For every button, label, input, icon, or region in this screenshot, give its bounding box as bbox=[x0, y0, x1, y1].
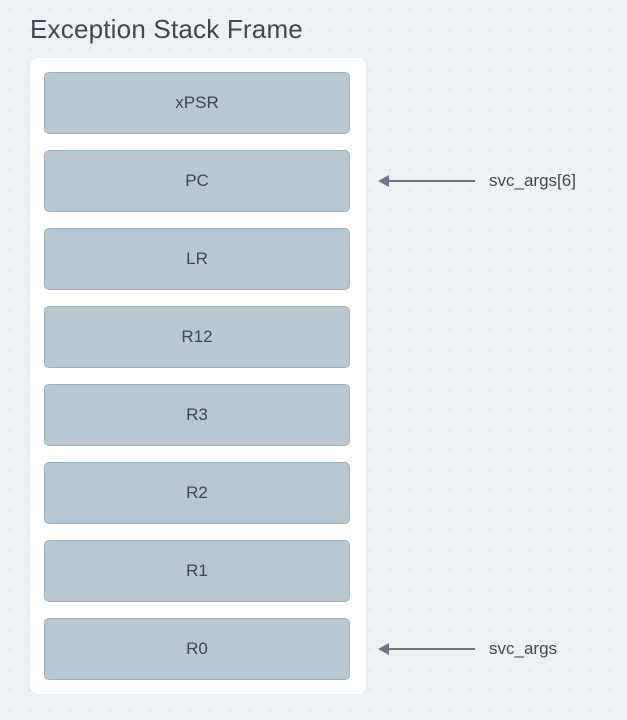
arrow-left-icon bbox=[378, 175, 389, 187]
arrow-line bbox=[389, 180, 475, 182]
stack-cell: PC bbox=[44, 150, 350, 212]
annotation-label: svc_args[6] bbox=[489, 171, 576, 191]
stack-cell: R12 bbox=[44, 306, 350, 368]
stack-cell: LR bbox=[44, 228, 350, 290]
stack-frame-container: xPSR PC LR R12 R3 R2 R1 R0 bbox=[30, 58, 366, 694]
stack-cell: R2 bbox=[44, 462, 350, 524]
stack-cell: xPSR bbox=[44, 72, 350, 134]
annotation-label: svc_args bbox=[489, 639, 557, 659]
stack-cell: R1 bbox=[44, 540, 350, 602]
stack-cell: R0 bbox=[44, 618, 350, 680]
arrow-line bbox=[389, 648, 475, 650]
stack-cell: R3 bbox=[44, 384, 350, 446]
annotation: svc_args bbox=[378, 641, 557, 657]
arrow-left-icon bbox=[378, 643, 389, 655]
annotation: svc_args[6] bbox=[378, 173, 576, 189]
diagram-title: Exception Stack Frame bbox=[30, 14, 303, 45]
